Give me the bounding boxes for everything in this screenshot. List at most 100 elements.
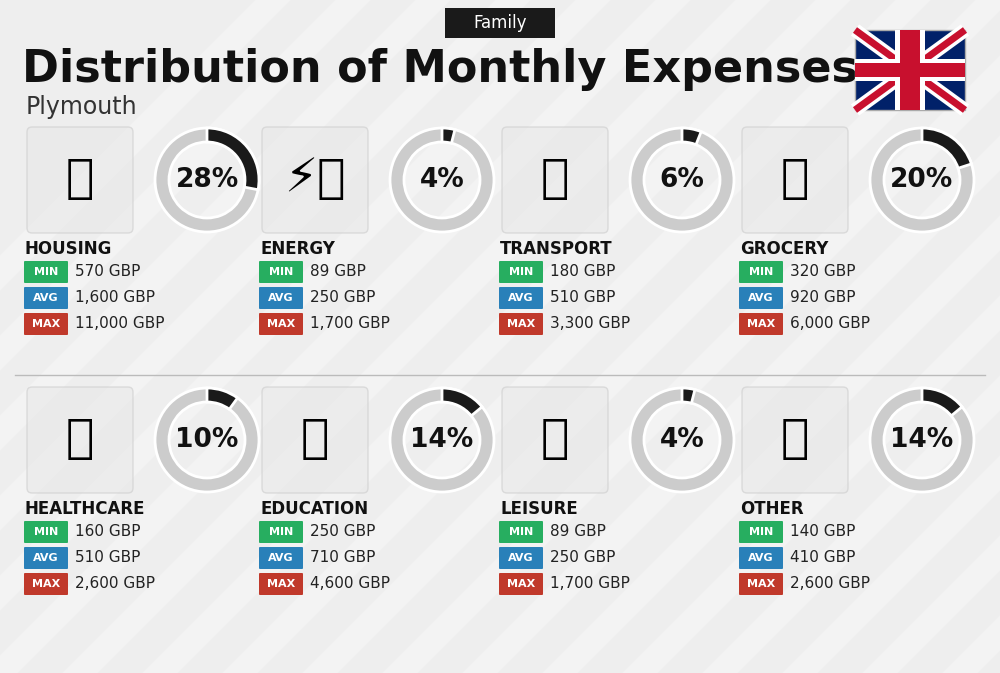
Text: 14%: 14% [410,427,474,453]
Text: MIN: MIN [34,267,58,277]
FancyBboxPatch shape [259,287,303,309]
Wedge shape [442,128,455,143]
FancyBboxPatch shape [499,261,543,283]
Text: AVG: AVG [748,553,774,563]
Text: 10%: 10% [175,427,239,453]
Bar [900,30,920,110]
Wedge shape [870,128,974,232]
Text: MAX: MAX [747,319,775,329]
Text: 89 GBP: 89 GBP [550,524,606,540]
Text: AVG: AVG [268,293,294,303]
Text: MAX: MAX [267,579,295,589]
Text: HEALTHCARE: HEALTHCARE [25,500,146,518]
Text: AVG: AVG [748,293,774,303]
Text: OTHER: OTHER [740,500,804,518]
FancyBboxPatch shape [445,8,555,38]
Text: 4%: 4% [660,427,704,453]
Text: 510 GBP: 510 GBP [75,551,140,565]
Text: 1,700 GBP: 1,700 GBP [310,316,390,332]
FancyBboxPatch shape [259,521,303,543]
Text: 250 GBP: 250 GBP [310,291,375,306]
FancyBboxPatch shape [24,313,68,335]
FancyBboxPatch shape [259,547,303,569]
Text: MAX: MAX [32,579,60,589]
Text: ENERGY: ENERGY [260,240,335,258]
Text: 3,300 GBP: 3,300 GBP [550,316,630,332]
FancyBboxPatch shape [742,127,848,233]
Text: 💰: 💰 [781,417,809,462]
Text: 🛍: 🛍 [541,417,569,462]
Text: TRANSPORT: TRANSPORT [500,240,613,258]
Text: 4%: 4% [420,167,464,193]
Text: 89 GBP: 89 GBP [310,264,366,279]
Text: AVG: AVG [33,553,59,563]
FancyBboxPatch shape [502,127,608,233]
Text: MAX: MAX [507,319,535,329]
FancyBboxPatch shape [259,261,303,283]
Text: MIN: MIN [749,527,773,537]
FancyBboxPatch shape [499,547,543,569]
FancyBboxPatch shape [502,387,608,493]
Text: 🎓: 🎓 [301,417,329,462]
Text: MAX: MAX [507,579,535,589]
Wedge shape [682,128,701,145]
Wedge shape [390,388,494,492]
FancyBboxPatch shape [739,313,783,335]
FancyBboxPatch shape [499,521,543,543]
Wedge shape [870,388,974,492]
Bar [895,30,925,110]
Text: MIN: MIN [749,267,773,277]
Text: 320 GBP: 320 GBP [790,264,856,279]
Text: AVG: AVG [508,293,534,303]
Text: 2,600 GBP: 2,600 GBP [790,577,870,592]
Text: 🛒: 🛒 [781,157,809,203]
FancyBboxPatch shape [499,287,543,309]
FancyBboxPatch shape [739,547,783,569]
Text: Plymouth: Plymouth [26,95,138,119]
FancyBboxPatch shape [739,287,783,309]
Wedge shape [155,388,259,492]
FancyBboxPatch shape [739,261,783,283]
Wedge shape [155,128,259,232]
Text: 🏗: 🏗 [66,157,94,203]
FancyBboxPatch shape [24,287,68,309]
Text: MAX: MAX [267,319,295,329]
Text: 180 GBP: 180 GBP [550,264,615,279]
Wedge shape [207,128,259,190]
Text: 250 GBP: 250 GBP [310,524,375,540]
Text: MIN: MIN [269,267,293,277]
Text: ⚡🏠: ⚡🏠 [284,157,346,203]
Text: 160 GBP: 160 GBP [75,524,140,540]
Text: 1,600 GBP: 1,600 GBP [75,291,155,306]
Text: AVG: AVG [268,553,294,563]
Text: 2,600 GBP: 2,600 GBP [75,577,155,592]
Text: 920 GBP: 920 GBP [790,291,856,306]
Text: 410 GBP: 410 GBP [790,551,855,565]
Text: MIN: MIN [34,527,58,537]
Text: 20%: 20% [890,167,954,193]
Text: MIN: MIN [509,527,533,537]
Text: 🚌: 🚌 [541,157,569,203]
FancyBboxPatch shape [739,521,783,543]
Text: MIN: MIN [509,267,533,277]
Text: 4,600 GBP: 4,600 GBP [310,577,390,592]
Bar [855,30,965,110]
FancyBboxPatch shape [27,387,133,493]
Wedge shape [630,128,734,232]
Wedge shape [922,128,971,168]
FancyBboxPatch shape [27,127,133,233]
FancyBboxPatch shape [24,261,68,283]
FancyBboxPatch shape [262,387,368,493]
Text: 6%: 6% [660,167,704,193]
Text: GROCERY: GROCERY [740,240,828,258]
FancyBboxPatch shape [739,573,783,595]
FancyBboxPatch shape [499,313,543,335]
Text: 6,000 GBP: 6,000 GBP [790,316,870,332]
Text: 28%: 28% [175,167,239,193]
FancyBboxPatch shape [24,573,68,595]
Wedge shape [682,388,695,403]
Text: 14%: 14% [890,427,954,453]
Text: MAX: MAX [747,579,775,589]
FancyBboxPatch shape [24,547,68,569]
Text: MAX: MAX [32,319,60,329]
